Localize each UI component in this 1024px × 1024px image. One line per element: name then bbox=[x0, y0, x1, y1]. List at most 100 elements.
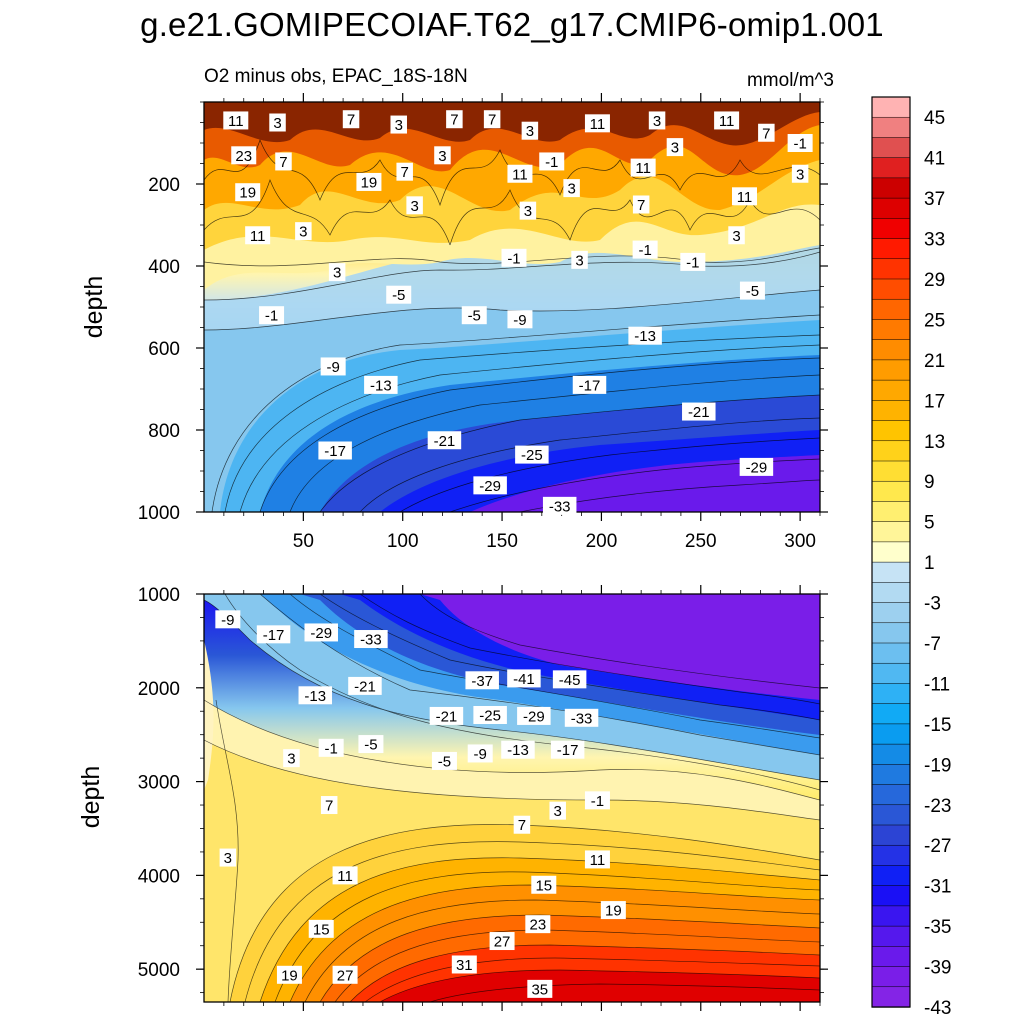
contour-label-bg bbox=[539, 152, 565, 171]
contour-label-text: 7 bbox=[637, 197, 645, 214]
contour-label-bg bbox=[564, 708, 599, 727]
x-tick-label: 250 bbox=[685, 531, 717, 552]
colorbar-swatch bbox=[871, 521, 911, 543]
contour-label: 11 bbox=[731, 187, 757, 206]
contour-label: 11 bbox=[245, 226, 271, 245]
contour-label: -17 bbox=[572, 375, 607, 394]
contour-label-text: 19 bbox=[361, 174, 378, 191]
contour-label-text: 27 bbox=[494, 934, 511, 951]
contour-label-bg bbox=[332, 866, 358, 885]
colorbar-swatch bbox=[871, 440, 911, 462]
colorbar-tick-label: 13 bbox=[924, 432, 945, 453]
contour-label-text: 3 bbox=[554, 803, 562, 820]
contour-label-text: -9 bbox=[474, 746, 487, 763]
contour-label: 3 bbox=[571, 250, 588, 269]
colorbar-tick-label: 29 bbox=[924, 270, 945, 291]
upper-panel-field bbox=[204, 102, 820, 512]
contour-label: 15 bbox=[531, 875, 557, 894]
contour-label: -1 bbox=[318, 738, 344, 757]
colorbar-swatch bbox=[871, 177, 911, 199]
contour-label-bg bbox=[489, 932, 515, 951]
y-tick-label: 4000 bbox=[138, 866, 180, 887]
contour-label-text: 31 bbox=[456, 957, 473, 974]
colorbar-tick-label: 5 bbox=[924, 513, 935, 534]
contour-label: 7 bbox=[320, 796, 338, 815]
y-tick-label: 2000 bbox=[138, 679, 180, 700]
colorbar-swatch bbox=[871, 379, 911, 401]
contour-label: -29 bbox=[739, 457, 774, 476]
colorbar-swatch bbox=[871, 238, 911, 260]
colorbar-swatch bbox=[871, 804, 911, 826]
contour-label-bg bbox=[632, 195, 650, 214]
contour-label-bg bbox=[525, 915, 551, 934]
contour-label: 3 bbox=[519, 201, 537, 220]
contour-label-text: -17 bbox=[579, 377, 601, 394]
contour-label-bg bbox=[406, 196, 423, 215]
contour-label-bg bbox=[515, 445, 549, 464]
contour-label: -1 bbox=[501, 248, 527, 267]
contour-label-text: 3 bbox=[526, 123, 534, 140]
contour-label-bg bbox=[386, 285, 412, 304]
contour-label-bg bbox=[320, 357, 346, 376]
colorbar-swatch bbox=[871, 400, 911, 422]
colorbar-swatch bbox=[871, 582, 911, 604]
contour-label: -17 bbox=[550, 740, 585, 759]
contour-label: -29 bbox=[304, 623, 338, 642]
contour-label-bg bbox=[728, 226, 745, 245]
contour-label-bg bbox=[550, 740, 585, 759]
contour-label-bg bbox=[318, 738, 344, 757]
contour-label-bg bbox=[276, 965, 302, 984]
contour-label-bg bbox=[396, 162, 413, 181]
colorbar-tick-label: -39 bbox=[924, 958, 951, 979]
contour-label: 19 bbox=[235, 183, 261, 202]
contour-label-text: 7 bbox=[518, 817, 526, 834]
contour-label-bg bbox=[446, 110, 463, 129]
upper-y-axis-title: depth bbox=[80, 276, 108, 339]
colorbar-swatch bbox=[871, 622, 911, 644]
x-tick-label: 150 bbox=[486, 531, 518, 552]
contour-label: 3 bbox=[269, 113, 286, 132]
contour-label-text: -5 bbox=[746, 283, 759, 300]
contour-label-text: -21 bbox=[434, 433, 456, 450]
contour-label-bg bbox=[231, 146, 257, 165]
colorbar-tick-label: -35 bbox=[924, 917, 951, 938]
contour-label: 3 bbox=[219, 848, 237, 867]
contour-label-text: 15 bbox=[313, 921, 330, 938]
colorbar-swatch bbox=[871, 480, 911, 503]
contour-label-bg bbox=[342, 110, 360, 129]
contour-label: -25 bbox=[473, 705, 507, 724]
contour-label-text: 7 bbox=[401, 164, 409, 181]
contour-label-bg bbox=[465, 671, 499, 690]
lower-y-axis-title: depth bbox=[77, 766, 105, 829]
contour-label-text: 3 bbox=[567, 181, 575, 198]
contour-label-text: -33 bbox=[549, 498, 571, 515]
y-tick-label: 5000 bbox=[138, 960, 180, 981]
colorbar-tick-label: 1 bbox=[924, 553, 935, 574]
contour-label-text: -17 bbox=[263, 627, 285, 644]
figure-title: g.e21.GOMIPECOIAF.T62_g17.CMIP6-omip1.00… bbox=[140, 6, 884, 43]
contour-label: -21 bbox=[348, 676, 382, 695]
colorbar-swatch bbox=[871, 986, 911, 1008]
colorbar-tick-label: -43 bbox=[924, 998, 951, 1019]
contour-label-bg bbox=[519, 201, 537, 220]
contour-label-bg bbox=[517, 706, 551, 725]
contour-label-bg bbox=[600, 901, 626, 920]
contour-label-bg bbox=[451, 955, 477, 974]
contour-label-text: 3 bbox=[524, 203, 532, 220]
contour-label-bg bbox=[215, 610, 241, 629]
contour-label: -25 bbox=[515, 445, 549, 464]
colorbar-swatch bbox=[871, 561, 911, 583]
contour-label-text: 3 bbox=[575, 252, 583, 269]
colorbar-swatch bbox=[871, 501, 911, 523]
contour-label-bg bbox=[549, 801, 566, 820]
contour-label-text: 3 bbox=[287, 751, 295, 768]
contour-label-bg bbox=[256, 625, 291, 644]
contour-label-text: 3 bbox=[410, 198, 418, 215]
contour-label-bg bbox=[269, 113, 286, 132]
colorbar-swatch bbox=[871, 460, 911, 482]
contour-label-text: -9 bbox=[326, 359, 339, 376]
colorbar-swatch bbox=[871, 137, 911, 159]
contour-label-bg bbox=[461, 306, 487, 325]
contour-label: 23 bbox=[231, 146, 257, 165]
contour-label-bg bbox=[731, 187, 757, 206]
